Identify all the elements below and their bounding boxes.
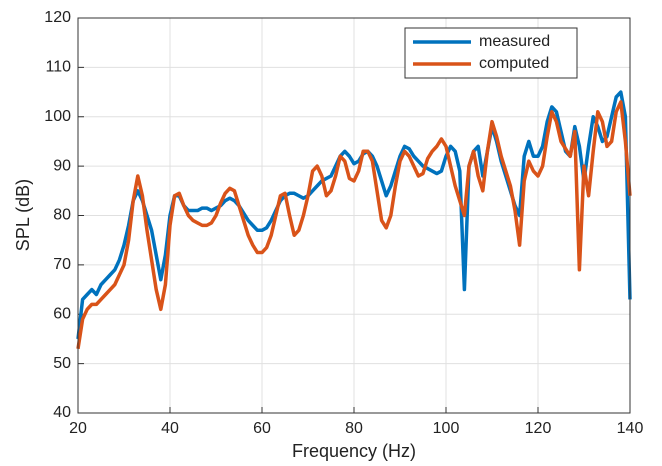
- x-tick-label: 100: [433, 420, 460, 437]
- x-tick-label: 80: [345, 420, 363, 437]
- x-tick-label: 40: [161, 420, 179, 437]
- y-tick-label: 90: [53, 157, 71, 174]
- y-tick-label: 70: [53, 256, 71, 273]
- x-tick-label: 140: [617, 420, 644, 437]
- x-tick-label: 60: [253, 420, 271, 437]
- x-axis-label: Frequency (Hz): [292, 441, 416, 461]
- y-tick-label: 80: [53, 207, 71, 224]
- y-tick-label: 120: [44, 9, 71, 26]
- legend-label: computed: [479, 55, 549, 72]
- plot-frame: [77, 17, 631, 414]
- y-tick-label: 60: [53, 305, 71, 322]
- y-tick-label: 40: [53, 404, 71, 421]
- y-tick-label: 100: [44, 108, 71, 125]
- legend-label: measured: [479, 33, 550, 50]
- y-axis-label: SPL (dB): [13, 179, 33, 251]
- y-tick-label: 110: [45, 59, 71, 76]
- y-tick-label: 50: [53, 355, 71, 372]
- x-tick-label: 20: [69, 420, 87, 437]
- series-line: [76, 100, 632, 350]
- legend-box: [404, 27, 578, 79]
- x-tick-label: 120: [525, 420, 552, 437]
